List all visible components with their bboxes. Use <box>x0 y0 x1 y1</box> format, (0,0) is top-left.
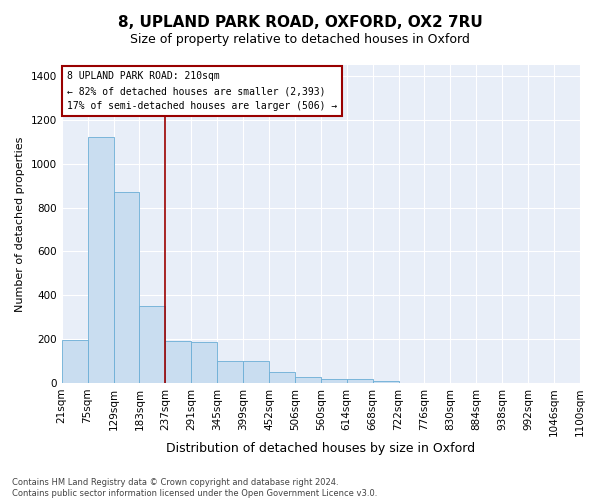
Bar <box>269 372 295 383</box>
Bar <box>295 378 321 383</box>
Text: Size of property relative to detached houses in Oxford: Size of property relative to detached ho… <box>130 32 470 46</box>
Bar <box>217 361 243 383</box>
Y-axis label: Number of detached properties: Number of detached properties <box>15 136 25 312</box>
Text: 8, UPLAND PARK ROAD, OXFORD, OX2 7RU: 8, UPLAND PARK ROAD, OXFORD, OX2 7RU <box>118 15 482 30</box>
Bar <box>243 361 269 383</box>
Text: Contains HM Land Registry data © Crown copyright and database right 2024.
Contai: Contains HM Land Registry data © Crown c… <box>12 478 377 498</box>
Bar <box>62 340 88 383</box>
Bar <box>166 342 191 383</box>
Bar <box>347 378 373 383</box>
Text: 8 UPLAND PARK ROAD: 210sqm
← 82% of detached houses are smaller (2,393)
17% of s: 8 UPLAND PARK ROAD: 210sqm ← 82% of deta… <box>67 72 337 111</box>
X-axis label: Distribution of detached houses by size in Oxford: Distribution of detached houses by size … <box>166 442 475 455</box>
Bar <box>321 378 347 383</box>
Bar <box>113 192 139 383</box>
Bar <box>191 342 217 383</box>
Bar <box>88 138 113 383</box>
Bar <box>139 306 166 383</box>
Bar <box>373 381 398 383</box>
